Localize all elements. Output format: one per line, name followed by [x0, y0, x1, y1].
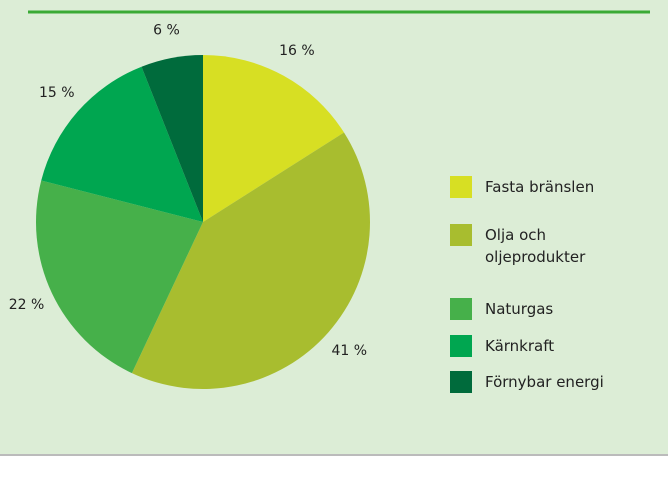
slice-label: 41 % — [331, 343, 367, 359]
legend-swatch — [450, 224, 472, 246]
legend-item: Kärnkraft — [450, 335, 615, 357]
legend-label: Kärnkraft — [485, 337, 555, 355]
legend-item: Förnybar energi — [450, 371, 615, 393]
legend-label: Olja och oljeprodukter — [485, 226, 586, 266]
legend-item: Naturgas — [450, 298, 615, 320]
legend-item: Olja och oljeprodukter — [450, 224, 615, 268]
legend-item: Fasta bränslen — [450, 176, 615, 198]
pie-slice — [131, 132, 371, 390]
legend-swatch — [450, 298, 472, 320]
pie-slice — [203, 55, 345, 222]
slice-label: 15 % — [39, 85, 75, 101]
pie-slice — [141, 55, 203, 222]
legend-label: Naturgas — [485, 300, 554, 318]
legend-swatch — [450, 371, 472, 393]
legend-swatch — [450, 176, 472, 198]
slice-label: 22 % — [9, 297, 45, 313]
legend-swatch — [450, 335, 472, 357]
pie-slice — [41, 66, 203, 222]
pie-slice — [35, 180, 203, 374]
slice-label: 16 % — [279, 43, 315, 59]
legend-label: Förnybar energi — [485, 373, 604, 391]
legend-label: Fasta bränslen — [485, 178, 595, 196]
slice-label: 6 % — [153, 22, 180, 38]
